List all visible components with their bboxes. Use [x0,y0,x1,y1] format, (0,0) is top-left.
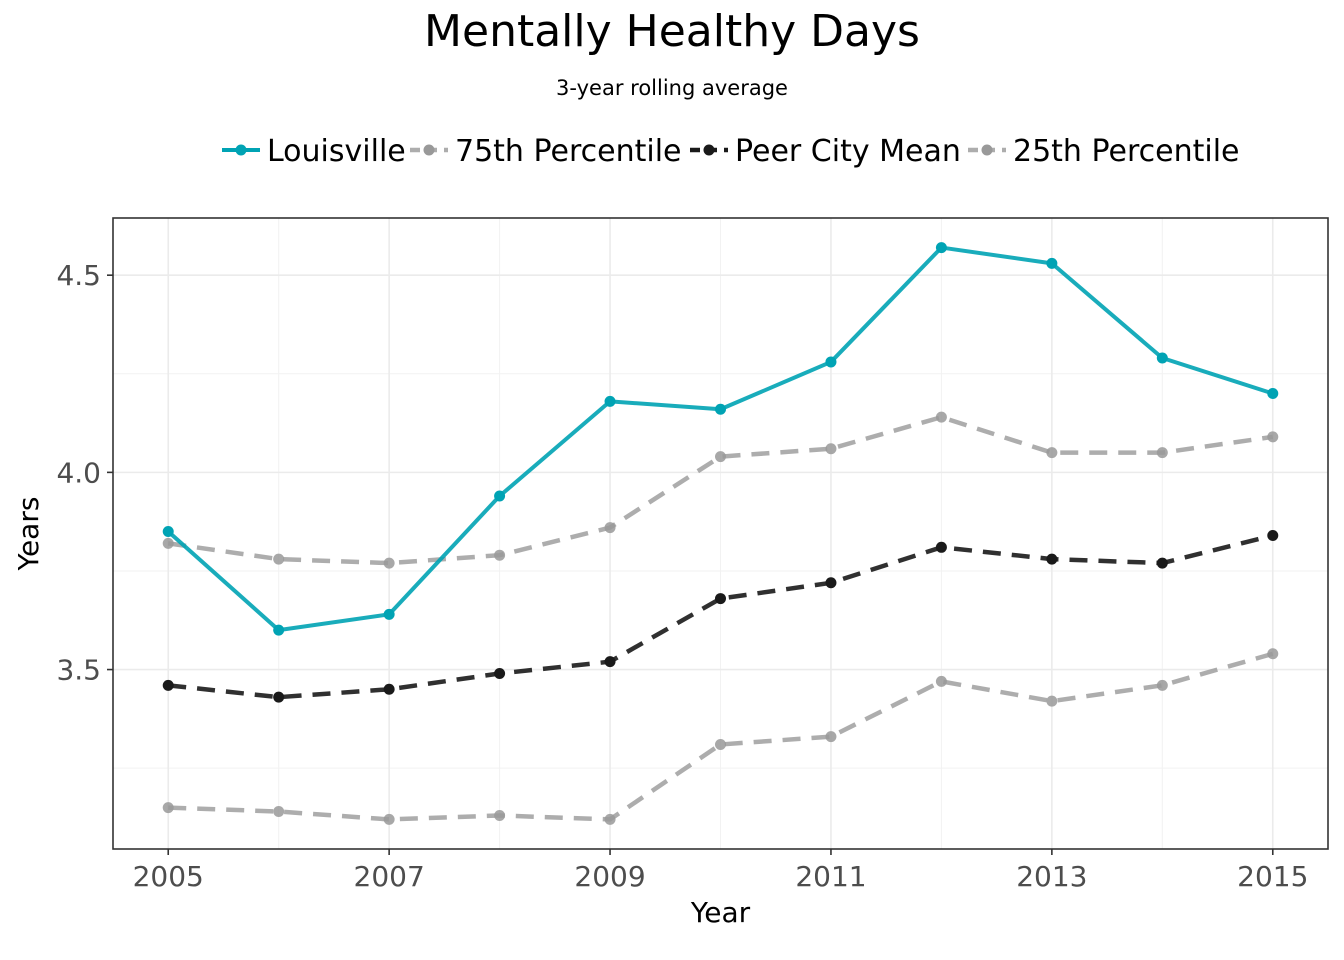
data-point [1156,352,1168,364]
x-tick-label: 2009 [574,860,645,893]
x-tick-label: 2015 [1237,860,1308,893]
data-point [1046,553,1058,565]
data-point [1267,529,1279,541]
data-point [935,411,947,423]
data-point [383,813,395,825]
data-point [162,802,174,814]
data-point [273,806,285,818]
data-point [1156,557,1168,569]
data-point [715,403,726,415]
data-point [715,738,726,750]
x-tick-label: 2005 [133,860,204,893]
data-point [1267,648,1279,660]
data-point [604,656,616,668]
chart-subtitle: 3-year rolling average [556,76,788,100]
data-point [825,443,837,455]
data-point [273,553,285,565]
data-point [935,242,947,254]
data-point [494,490,506,502]
series-line [167,414,1274,566]
data-point [494,668,506,680]
legend-label: 75th Percentile [455,134,682,169]
data-point [1267,431,1279,443]
data-point [604,813,616,825]
x-tick-label: 2011 [795,860,866,893]
legend-key-point [235,144,247,156]
data-point [273,691,285,703]
data-point [604,522,616,534]
data-point [1046,447,1058,459]
legend-label: 25th Percentile [1013,134,1240,169]
data-point [715,451,726,463]
data-point [494,809,506,821]
data-point [383,683,395,695]
legend-key-point [703,144,715,156]
y-axis-title: Years [12,497,45,572]
data-point [273,624,285,636]
series-line [168,651,1274,822]
data-point [162,537,174,549]
x-tick-label: 2007 [354,860,425,893]
data-point [1046,257,1058,269]
data-point [162,526,174,538]
y-tick-label: 4.5 [56,259,101,292]
legend-label: Louisville [267,134,406,169]
legend-key-point [423,144,435,156]
chart-title: Mentally Healthy Days [424,6,920,57]
data-point [825,731,837,743]
data-point [935,675,947,687]
data-point [1156,679,1168,691]
x-axis-title: Year [690,896,751,929]
y-tick-label: 3.5 [56,654,101,687]
data-point [825,577,837,589]
legend-label: Peer City Mean [735,134,961,169]
y-tick-label: 4.0 [56,456,101,489]
data-point [162,679,174,691]
legend-key-point [981,144,993,156]
data-point [383,557,395,569]
data-point [1267,387,1279,399]
plot-panel-border [112,217,1329,850]
x-tick-label: 2013 [1016,860,1087,893]
data-point [383,608,395,620]
data-point [935,541,947,553]
data-point [1046,695,1058,707]
data-point [825,356,837,368]
data-point [715,593,726,605]
data-point [1156,447,1168,459]
data-point [494,549,506,561]
data-point [604,395,616,407]
series-line [167,533,1274,700]
